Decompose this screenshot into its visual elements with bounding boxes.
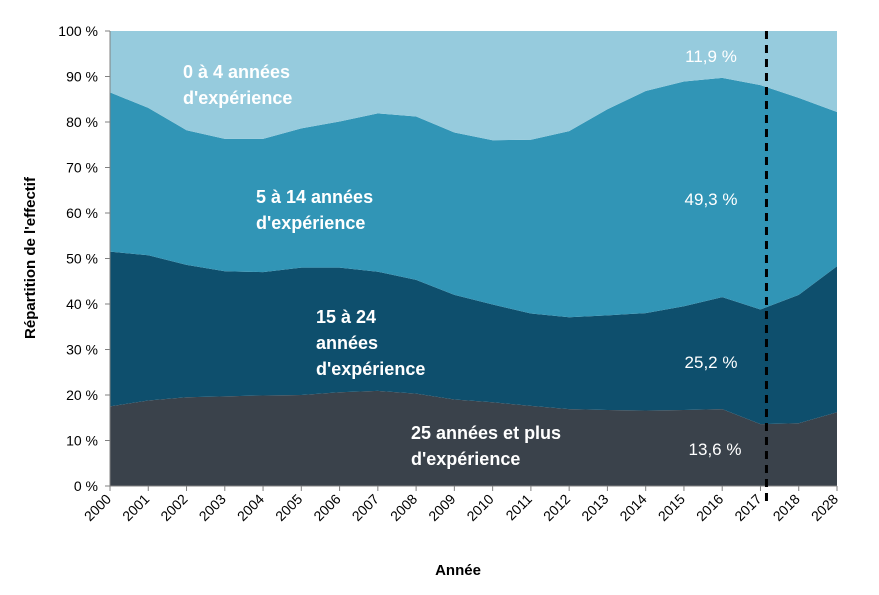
data-label-2017-1: 25,2 % — [685, 353, 738, 372]
series-label-line: 0 à 4 années — [183, 62, 290, 82]
x-axis-title: Année — [435, 562, 481, 579]
x-tick-label: 2008 — [387, 491, 420, 524]
x-tick-label: 2003 — [196, 491, 229, 524]
x-tick-label: 2002 — [157, 491, 190, 524]
series-label-line: d'expérience — [316, 359, 425, 379]
data-label-2017-3: 11,9 % — [685, 47, 737, 66]
x-tick-label: 2017 — [731, 491, 764, 524]
x-tick-label: 2006 — [310, 491, 343, 524]
area-0-a-4-annees-d-experience — [110, 31, 837, 141]
y-tick-label: 50 % — [66, 251, 98, 267]
series-label-line: années — [316, 333, 378, 353]
x-tick-label: 2016 — [693, 491, 726, 524]
area-25-annees-et-plus-d-experience — [110, 390, 837, 486]
x-tick-label: 2013 — [578, 491, 611, 524]
x-tick-label: 2018 — [770, 491, 803, 524]
series-label-line: d'expérience — [256, 213, 365, 233]
series-label-1: 15 à 24 années d'expérience — [316, 307, 425, 379]
y-tick-label: 40 % — [66, 296, 98, 312]
y-tick-label: 90 % — [66, 69, 98, 85]
y-tick-label: 0 % — [74, 478, 98, 494]
x-tick-label: 2028 — [808, 491, 841, 524]
series-label-0: 25 années et plus d'expérience — [411, 423, 561, 469]
series-label-2: 5 à 14 années d'expérience — [256, 187, 373, 233]
x-tick-label: 2007 — [349, 491, 382, 524]
y-tick-label: 60 % — [66, 205, 98, 221]
x-tick-label: 2009 — [425, 491, 458, 524]
x-tick-label: 2011 — [502, 491, 535, 524]
x-tick-label: 2014 — [616, 491, 649, 524]
area-5-a-14-annees-d-experience — [110, 77, 837, 318]
series-label-line: 15 à 24 — [316, 307, 376, 327]
y-tick-label: 70 % — [66, 160, 98, 176]
data-label-2017-0: 13,6 % — [689, 440, 742, 459]
y-tick-label: 80 % — [66, 114, 98, 130]
area-15-a-24-annees-d-experience — [110, 251, 837, 425]
series-label-line: 5 à 14 années — [256, 187, 373, 207]
y-tick-label: 10 % — [66, 433, 98, 449]
series-label-3: 0 à 4 années d'expérience — [183, 62, 292, 108]
x-tick-label: 2001 — [119, 491, 152, 524]
y-tick-label: 20 % — [66, 387, 98, 403]
x-tick-label: 2010 — [463, 491, 496, 524]
series-label-line: d'expérience — [183, 88, 292, 108]
y-tick-label: 100 % — [58, 23, 98, 39]
series-label-line: d'expérience — [411, 449, 520, 469]
series-labels: 25 années et plus d'expérience 13,6 % 15 à … — [183, 47, 741, 469]
x-tick-label: 2004 — [234, 491, 267, 524]
y-tick-label: 30 % — [66, 342, 98, 358]
y-axis-title: Répartition de l'effectif — [22, 176, 39, 339]
x-tick-label: 2000 — [81, 491, 114, 524]
x-tick-label: 2015 — [655, 491, 688, 524]
data-label-2017-2: 49,3 % — [685, 190, 738, 209]
series-label-line: 25 années et plus — [411, 423, 561, 443]
x-tick-label: 2012 — [540, 491, 573, 524]
x-tick-label: 2005 — [272, 491, 305, 524]
area-layers — [110, 31, 837, 486]
